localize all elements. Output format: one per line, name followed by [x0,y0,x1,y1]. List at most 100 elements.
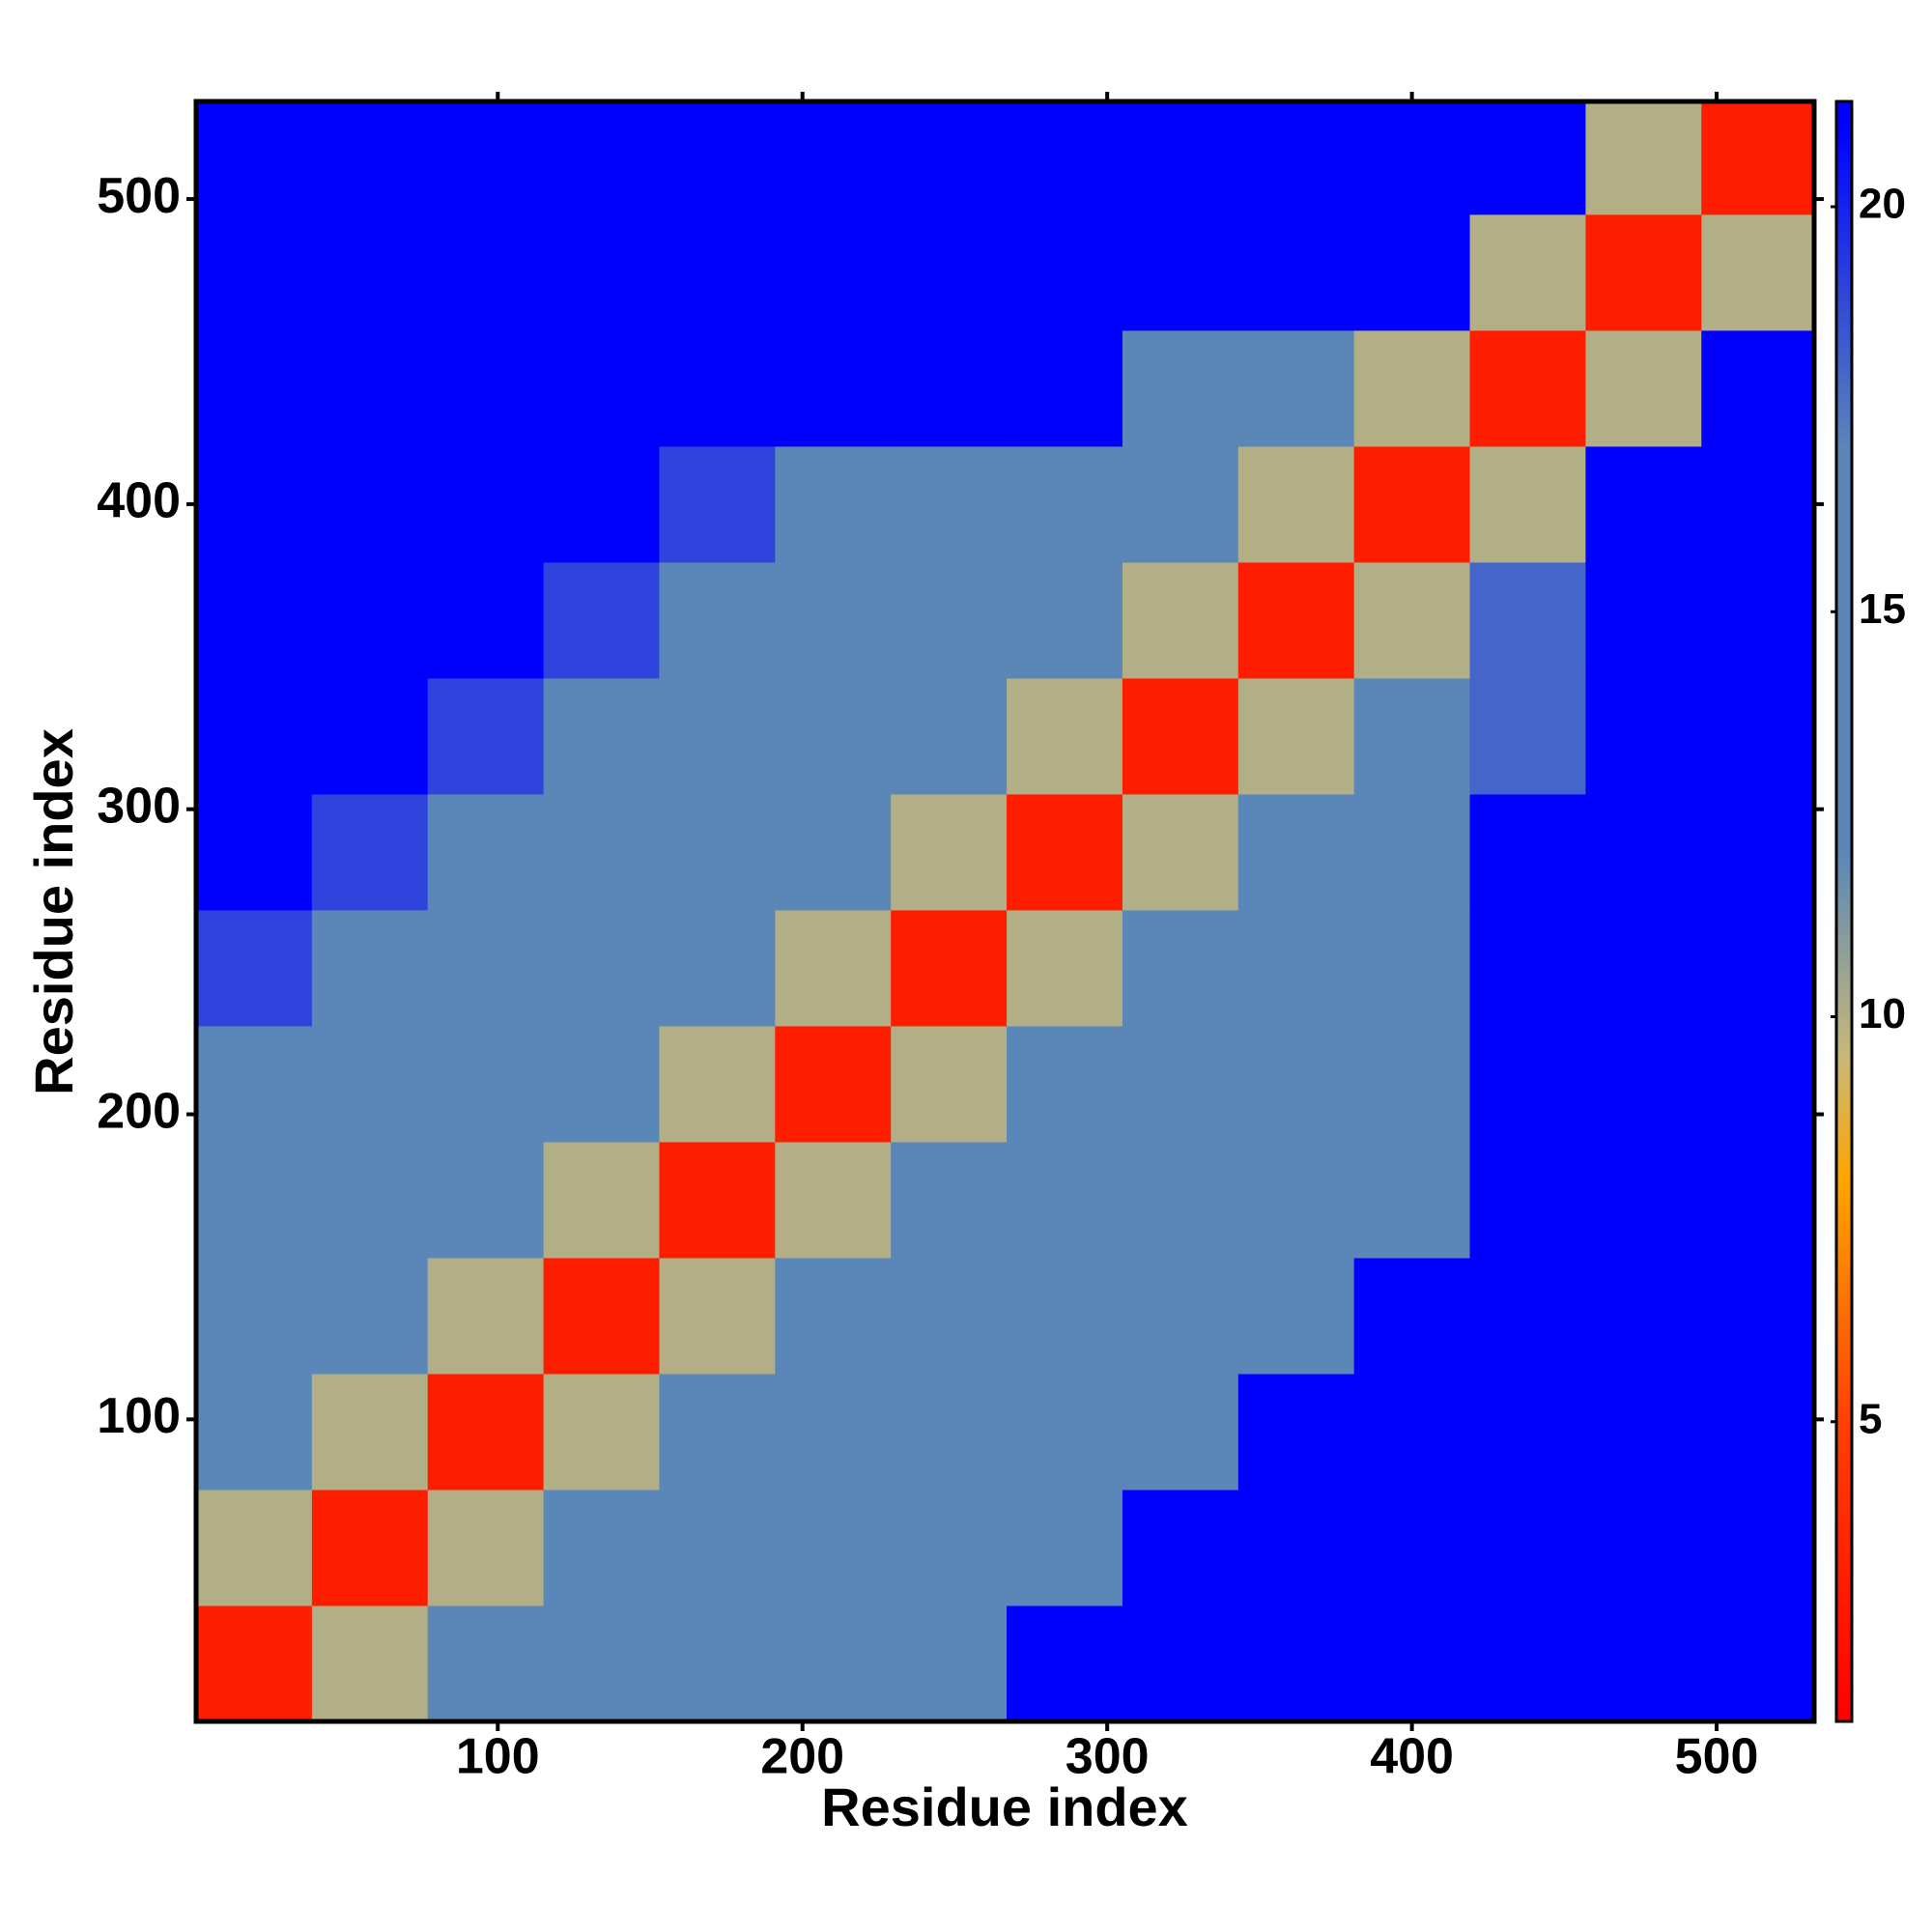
heatmap-cell [543,909,660,1027]
heatmap-cell [1353,1141,1471,1259]
heatmap-cell [1007,213,1123,331]
heatmap-cell [543,561,660,679]
heatmap-cell [1585,561,1702,679]
heatmap-cell [427,793,545,911]
y-tick-label: 100 [97,1388,181,1444]
heatmap-cell [891,793,1008,911]
heatmap-cell [1007,677,1123,795]
heatmap-cell [775,909,892,1027]
heatmap-cell [1469,445,1586,563]
heatmap-cell [543,1373,660,1491]
heatmap-cell [196,561,313,679]
heatmap-cell [1122,213,1239,331]
heatmap-cell [311,1141,429,1259]
heatmap-cell [311,1605,429,1722]
heatmap-cell [427,1489,545,1606]
heatmap-cell [1585,101,1702,215]
heatmap-cell [659,677,776,795]
heatmap-cell [1585,909,1702,1027]
heatmap-cell [196,1605,313,1722]
heatmap-cell [1122,561,1239,679]
heatmap-cell [427,1141,545,1259]
heatmap-cell [427,1605,545,1722]
heatmap-cell [1469,1489,1586,1606]
heatmap-cell [196,213,313,331]
heatmap-cell [1007,1257,1123,1375]
colorbar-tick-label: 10 [1859,990,1906,1037]
heatmap-cell [1007,1141,1123,1259]
heatmap-cell [1007,561,1123,679]
heatmap-cell [1469,561,1586,679]
heatmap-cell [311,445,429,563]
heatmap-cell [1122,1373,1239,1491]
heatmap-cell [891,677,1008,795]
heatmap-cell [1469,1025,1586,1143]
heatmap-cell [1585,1605,1702,1722]
heatmap-cell [891,1141,1008,1259]
heatmap-cell [1701,793,1815,911]
heatmap-cell [1469,1605,1586,1722]
heatmap-cell [1353,1025,1471,1143]
heatmap-cell [1237,1489,1355,1606]
heatmap-cell [1007,445,1123,563]
colorbar-tick-label: 15 [1859,585,1906,633]
heatmap-cell [1585,1025,1702,1143]
heatmap-cell [1469,1373,1586,1491]
y-tick-label: 200 [97,1083,181,1139]
heatmap-cell [1237,329,1355,447]
heatmap-cell [891,909,1008,1027]
heatmap-cell [1353,1373,1471,1491]
heatmap-cell [1122,101,1239,215]
heatmap-cell [1237,1605,1355,1722]
heatmap-cell [543,1257,660,1375]
heatmap-cell [543,1605,660,1722]
heatmap-cell [1353,329,1471,447]
heatmap-cell [196,1025,313,1143]
heatmap-cell [1585,1489,1702,1606]
heatmap-cell [543,329,660,447]
heatmap-cell [1585,329,1702,447]
heatmap-cell [1585,1141,1702,1259]
heatmap-cell [1701,1025,1815,1143]
heatmap-cell [775,1257,892,1375]
heatmap-cell [427,1373,545,1491]
heatmap-cell [1701,1489,1815,1606]
heatmap-cell [543,1141,660,1259]
heatmap-cell [1353,793,1471,911]
heatmap-cell [311,1489,429,1606]
heatmap-cell [1353,1605,1471,1722]
heatmap-cell [659,561,776,679]
heatmap-cell [659,1025,776,1143]
heatmap-cell [311,561,429,679]
heatmap-cell [1122,677,1239,795]
heatmap-cell [1237,213,1355,331]
heatmap-cell [1122,909,1239,1027]
heatmap-cell [427,445,545,563]
heatmap-cell [1237,1025,1355,1143]
heatmap-cell [891,213,1008,331]
heatmap-cell [1469,1257,1586,1375]
colorbar-tick-label: 20 [1859,181,1906,228]
heatmap-cell [891,1373,1008,1491]
heatmap-cell [659,1605,776,1722]
heatmap-cell [1007,1025,1123,1143]
heatmap-cell [775,1605,892,1722]
heatmap-cell [1585,677,1702,795]
heatmap-cell [891,1025,1008,1143]
heatmap-cell [1469,909,1586,1027]
heatmap-cell [891,1257,1008,1375]
heatmap-cell [775,1489,892,1606]
heatmap-cell [1585,1257,1702,1375]
heatmap-cell [196,445,313,563]
heatmap-cell [775,101,892,215]
heatmap-cell [1701,445,1815,563]
heatmap-cell [659,1257,776,1375]
heatmap-cell [1122,445,1239,563]
heatmap-cell [311,909,429,1027]
heatmap-cell [891,1489,1008,1606]
heatmap-cell [543,213,660,331]
heatmap-cell [427,1025,545,1143]
heatmap-cell [543,101,660,215]
heatmap-cell [891,1605,1008,1722]
